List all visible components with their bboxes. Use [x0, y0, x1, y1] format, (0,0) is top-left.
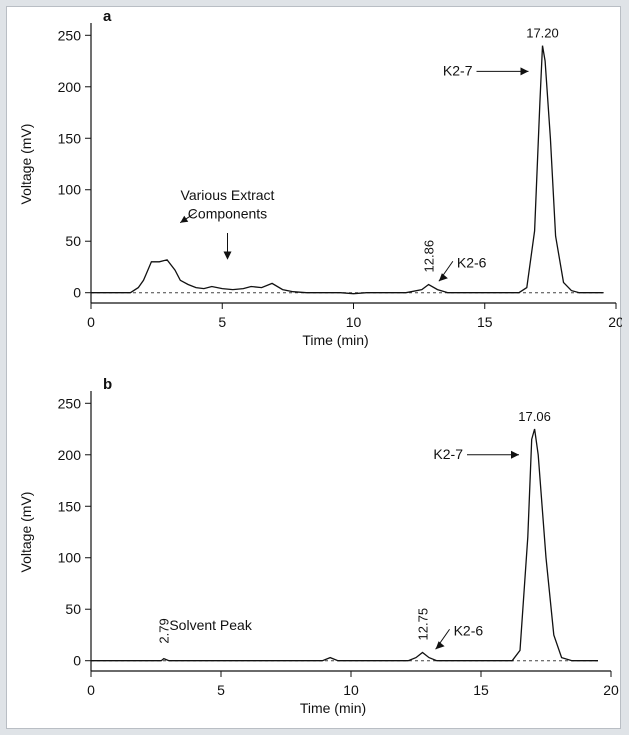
compound-label: K2-6 — [454, 622, 484, 638]
y-tick-label: 150 — [58, 498, 82, 514]
annotation-text: Components — [188, 206, 267, 222]
x-tick-label: 20 — [608, 314, 622, 330]
arrowhead — [511, 450, 519, 459]
y-tick-label: 50 — [65, 601, 81, 617]
x-tick-label: 15 — [473, 682, 489, 698]
y-tick-label: 250 — [58, 395, 82, 411]
retention-time-label: 2.79 — [157, 618, 172, 643]
y-axis-label: Voltage (mV) — [18, 492, 34, 573]
retention-time-label: 17.06 — [518, 409, 551, 424]
y-tick-label: 100 — [58, 182, 82, 198]
x-tick-label: 15 — [477, 314, 493, 330]
y-axis-label: Voltage (mV) — [18, 124, 34, 205]
x-tick-label: 20 — [603, 682, 619, 698]
x-tick-label: 10 — [346, 314, 362, 330]
y-tick-label: 250 — [58, 27, 82, 43]
panel-label: a — [103, 8, 112, 25]
chart-panel-a: 0 50 100 150 200 250 0 5 10 15 20 Time (min) Voltage… — [18, 8, 622, 348]
x-tick-label: 10 — [343, 682, 359, 698]
compound-label: K2-7 — [433, 446, 463, 462]
x-tick-label: 0 — [87, 682, 95, 698]
chart-panel-b: 0 50 100 150 200 250 0 5 10 15 20 Time (min) Voltage… — [18, 376, 619, 716]
x-tick-label: 5 — [217, 682, 225, 698]
x-tick-label: 5 — [218, 314, 226, 330]
annotation-text: Various Extract — [181, 187, 275, 203]
figure-frame: 0 50 100 150 200 250 0 5 10 15 20 Time (min) Voltage… — [6, 6, 622, 729]
chromatogram-trace — [91, 428, 598, 662]
y-tick-label: 200 — [58, 447, 82, 463]
chromatogram-trace — [91, 45, 603, 295]
x-axis-label: Time (min) — [302, 332, 368, 348]
y-tick-label: 100 — [58, 550, 82, 566]
compound-label: K2-6 — [457, 254, 487, 270]
y-tick-label: 0 — [73, 653, 81, 669]
arrowhead — [180, 215, 189, 223]
retention-time-label: 12.86 — [422, 240, 437, 273]
y-tick-label: 0 — [73, 285, 81, 301]
y-tick-label: 50 — [65, 233, 81, 249]
panel-label: b — [103, 376, 112, 393]
annotation-text: Solvent Peak — [169, 617, 252, 633]
retention-time-label: 17.20 — [526, 26, 559, 41]
x-tick-label: 0 — [87, 314, 95, 330]
x-axis-label: Time (min) — [300, 700, 366, 716]
arrowhead — [438, 273, 448, 282]
compound-label: K2-7 — [443, 62, 473, 78]
arrowhead — [435, 641, 445, 650]
arrowhead — [520, 67, 529, 76]
y-tick-label: 200 — [58, 79, 82, 95]
y-tick-label: 150 — [58, 130, 82, 146]
retention-time-label: 12.75 — [416, 608, 431, 641]
arrowhead — [223, 251, 232, 260]
